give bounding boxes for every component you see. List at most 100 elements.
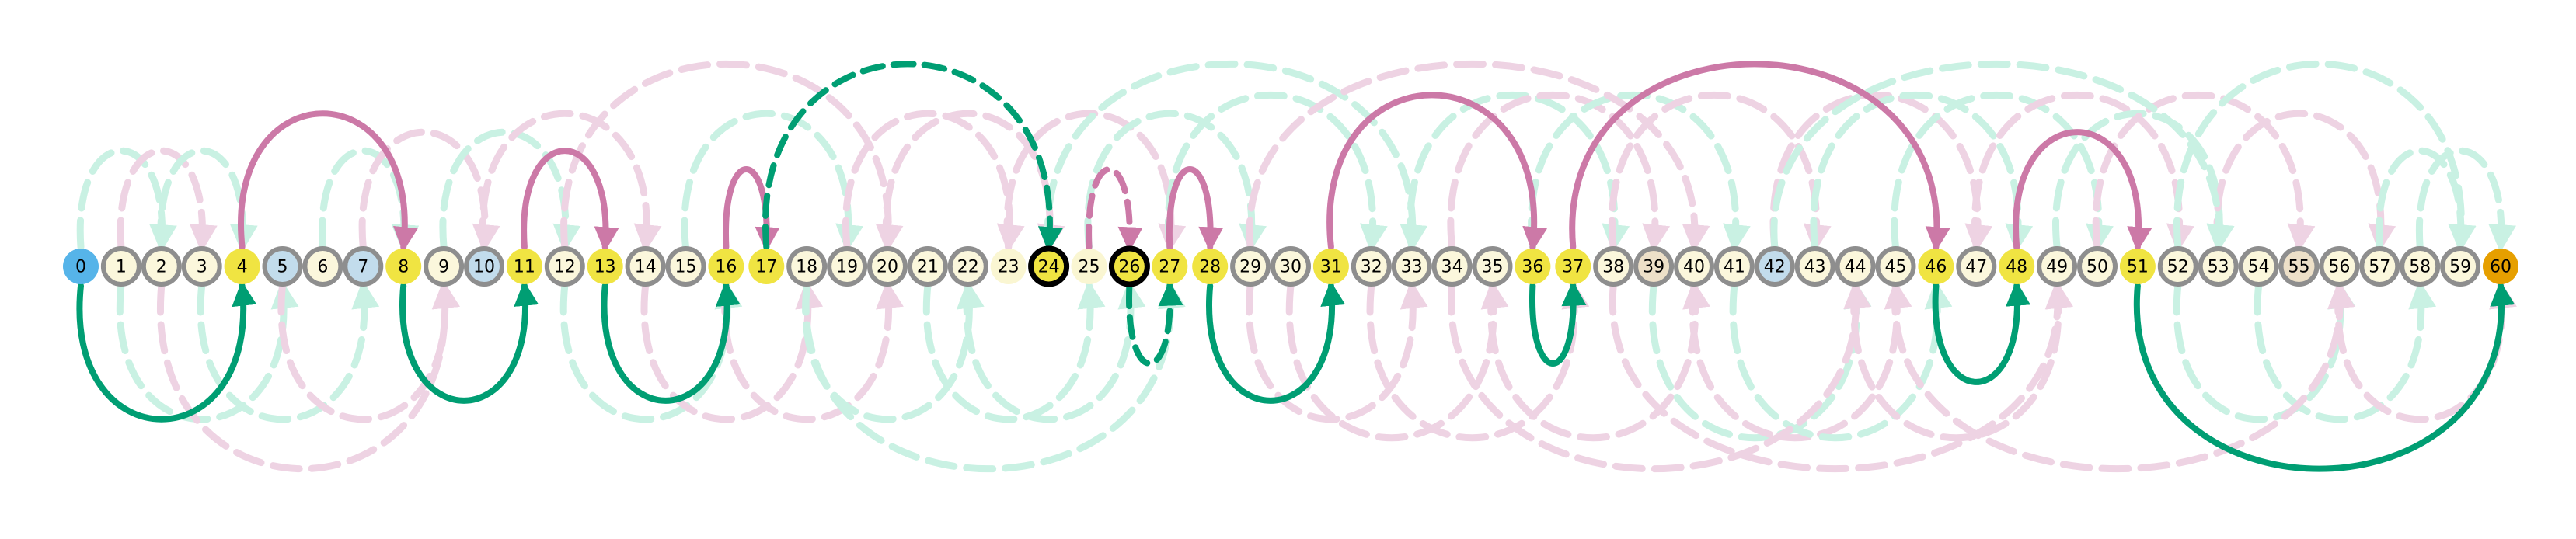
- node-label-16: 16: [715, 258, 737, 277]
- faint-edge-16-20: [721, 280, 904, 423]
- node-47[interactable]: 47: [1956, 246, 1997, 287]
- node-16[interactable]: 16: [708, 249, 744, 284]
- node-40[interactable]: 40: [1674, 246, 1714, 287]
- node-33[interactable]: 33: [1391, 246, 1432, 287]
- node-label-59: 59: [2449, 258, 2471, 277]
- node-60[interactable]: 60: [2483, 249, 2518, 284]
- node-label-60: 60: [2490, 258, 2512, 277]
- node-20[interactable]: 20: [867, 246, 908, 287]
- node-1[interactable]: 1: [100, 246, 141, 287]
- node-35[interactable]: 35: [1472, 246, 1513, 287]
- node-50[interactable]: 50: [2077, 246, 2118, 287]
- node-59[interactable]: 59: [2440, 246, 2481, 287]
- node-21[interactable]: 21: [907, 246, 948, 287]
- node-circle-13: [587, 249, 623, 284]
- node-label-19: 19: [836, 258, 858, 277]
- node-58[interactable]: 58: [2400, 246, 2441, 287]
- node-27[interactable]: 27: [1152, 249, 1188, 284]
- node-label-3: 3: [197, 258, 207, 277]
- node-label-28: 28: [1199, 258, 1221, 277]
- node-10[interactable]: 10: [464, 246, 504, 287]
- node-circle-45: [1875, 246, 1916, 287]
- node-15[interactable]: 15: [665, 246, 706, 287]
- node-34[interactable]: 34: [1431, 246, 1473, 287]
- node-52[interactable]: 52: [2157, 246, 2198, 287]
- node-32[interactable]: 32: [1351, 246, 1392, 287]
- node-circle-23: [990, 249, 1027, 284]
- node-43[interactable]: 43: [1794, 246, 1835, 287]
- node-49[interactable]: 49: [2037, 246, 2078, 287]
- node-label-11: 11: [514, 258, 535, 277]
- node-29[interactable]: 29: [1230, 246, 1271, 287]
- node-51[interactable]: 51: [2119, 249, 2156, 284]
- node-2[interactable]: 2: [141, 246, 182, 287]
- node-8[interactable]: 8: [385, 249, 422, 284]
- node-54[interactable]: 54: [2238, 246, 2279, 287]
- node-38[interactable]: 38: [1593, 246, 1634, 287]
- node-22[interactable]: 22: [947, 246, 988, 287]
- node-3[interactable]: 3: [181, 246, 222, 287]
- node-circle-19: [827, 246, 868, 287]
- node-circle-14: [625, 246, 666, 287]
- node-45[interactable]: 45: [1875, 246, 1916, 287]
- node-28[interactable]: 28: [1192, 249, 1229, 284]
- node-42[interactable]: 42: [1754, 246, 1795, 287]
- node-39[interactable]: 39: [1633, 246, 1675, 287]
- node-48[interactable]: 48: [1999, 249, 2035, 284]
- node-circle-7: [343, 246, 384, 287]
- node-46[interactable]: 46: [1918, 249, 1954, 284]
- node-24[interactable]: 24: [1028, 245, 1070, 287]
- node-37[interactable]: 37: [1555, 249, 1591, 284]
- node-30[interactable]: 30: [1271, 246, 1311, 287]
- node-56[interactable]: 56: [2319, 246, 2360, 287]
- node-9[interactable]: 9: [424, 246, 465, 287]
- faint-edge-19-23: [842, 110, 1025, 253]
- node-0[interactable]: 0: [63, 249, 99, 284]
- node-5[interactable]: 5: [262, 246, 303, 287]
- node-label-5: 5: [277, 258, 288, 277]
- node-14[interactable]: 14: [625, 246, 666, 287]
- bold-edges-layer: [76, 61, 2515, 472]
- node-36[interactable]: 36: [1515, 249, 1551, 284]
- node-18[interactable]: 18: [786, 246, 828, 287]
- node-25[interactable]: 25: [1071, 249, 1107, 284]
- node-4[interactable]: 4: [224, 249, 260, 284]
- node-label-31: 31: [1320, 258, 1342, 277]
- node-26[interactable]: 26: [1108, 245, 1150, 287]
- node-19[interactable]: 19: [827, 246, 868, 287]
- node-label-10: 10: [473, 258, 495, 277]
- node-17[interactable]: 17: [748, 249, 785, 284]
- node-circle-38: [1593, 246, 1634, 287]
- faint-edge-29-40: [1246, 60, 1710, 253]
- node-label-4: 4: [237, 258, 248, 277]
- faint-edge-14-18: [640, 280, 824, 423]
- node-31[interactable]: 31: [1312, 249, 1349, 284]
- node-circle-58: [2400, 246, 2441, 287]
- node-12[interactable]: 12: [544, 246, 585, 287]
- node-53[interactable]: 53: [2198, 246, 2239, 287]
- node-label-49: 49: [2046, 258, 2068, 277]
- node-23[interactable]: 23: [990, 249, 1027, 284]
- faint-edge-15-19: [681, 110, 863, 253]
- node-55[interactable]: 55: [2278, 246, 2320, 287]
- node-7[interactable]: 7: [343, 246, 384, 287]
- edge-36-to-37: [1529, 280, 1587, 367]
- node-circle-37: [1555, 249, 1591, 284]
- faint-edge-54-58: [2254, 280, 2437, 423]
- node-57[interactable]: 57: [2359, 246, 2400, 287]
- node-label-53: 53: [2208, 258, 2229, 277]
- faint-edge-22-26: [963, 280, 1146, 423]
- faint-edge-38-49: [1609, 280, 2073, 473]
- node-label-34: 34: [1441, 258, 1463, 277]
- node-label-39: 39: [1643, 258, 1664, 277]
- node-circle-48: [1999, 249, 2035, 284]
- edge-8-to-11: [399, 280, 539, 404]
- node-41[interactable]: 41: [1713, 246, 1755, 287]
- edge-31-to-36: [1326, 92, 1548, 252]
- node-13[interactable]: 13: [587, 249, 623, 284]
- faint-edge-21-25: [922, 280, 1106, 423]
- node-11[interactable]: 11: [506, 249, 542, 284]
- node-6[interactable]: 6: [302, 246, 343, 287]
- node-44[interactable]: 44: [1835, 246, 1876, 287]
